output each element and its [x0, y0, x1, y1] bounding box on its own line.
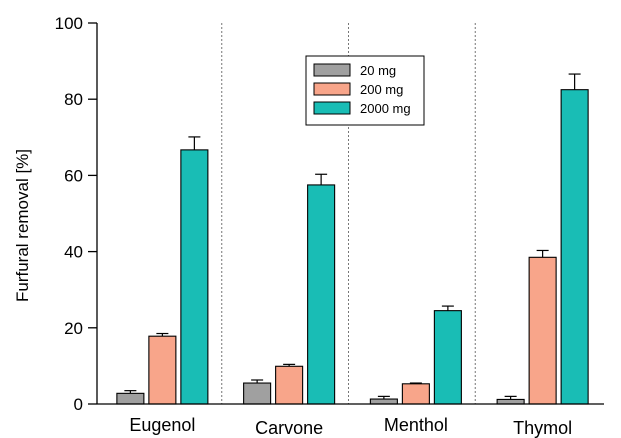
bar-eugenol-20-mg: [116, 392, 145, 405]
bar-menthol-200-mg: [401, 383, 430, 405]
bar-carvone-200-mg: [275, 365, 304, 405]
legend: 20 mg 200 mg 2000 mg: [305, 55, 425, 126]
bar-eugenol-200-mg: [148, 335, 177, 405]
legend-label: 200 mg: [360, 82, 403, 97]
bar-carvone-2000-mg: [307, 184, 336, 405]
legend-swatch: [313, 63, 351, 77]
y-tick-label: 60: [64, 166, 83, 185]
bar-thymol-200-mg: [528, 256, 557, 405]
x-tick-label: Menthol: [384, 415, 448, 435]
x-tick-label: Carvone: [255, 418, 323, 438]
y-axis-title: Furfural removal [%]: [13, 149, 32, 302]
legend-label: 20 mg: [360, 63, 396, 78]
category-separators: [221, 23, 476, 404]
y-ticks: 0 20 40 60 80 100: [55, 14, 97, 414]
bars: [116, 73, 589, 405]
legend-label: 2000 mg: [360, 101, 411, 116]
legend-swatch: [313, 101, 351, 115]
bar-menthol-20-mg: [369, 398, 398, 405]
bar-thymol-20-mg: [496, 398, 525, 405]
bar-carvone-20-mg: [243, 382, 272, 405]
bar-menthol-2000-mg: [433, 310, 462, 405]
y-tick-label: 20: [64, 319, 83, 338]
legend-swatch: [313, 82, 351, 96]
y-tick-label: 40: [64, 243, 83, 262]
x-tick-label: Thymol: [513, 418, 572, 438]
x-tick-labels: Eugenol Carvone Menthol Thymol: [129, 415, 572, 438]
axes: [96, 23, 604, 405]
bar-eugenol-2000-mg: [180, 149, 209, 405]
y-tick-label: 0: [74, 395, 83, 414]
y-tick-label: 80: [64, 90, 83, 109]
x-tick-label: Eugenol: [129, 415, 195, 435]
bar-thymol-2000-mg: [560, 89, 589, 405]
y-tick-label: 100: [55, 14, 83, 33]
